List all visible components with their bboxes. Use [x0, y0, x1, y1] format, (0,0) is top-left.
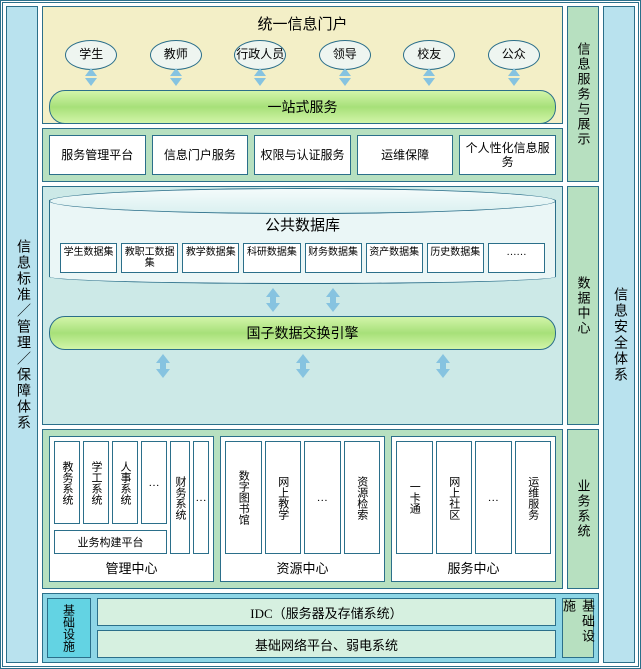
- mgmt-sys: 人事系统: [112, 441, 138, 524]
- rlabel-data-center: 数据中心: [567, 186, 599, 425]
- mgmt-sys: 学工系统: [83, 441, 109, 524]
- data-center-panel: 公共数据库 学生数据集 教职工数据集 教学数据集 科研数据集 财务数据集 资产数…: [42, 186, 563, 425]
- infra-panel: 基础设施 IDC（服务器及存储系统） 基础网络平台、弱电系统 基础设施: [42, 593, 599, 663]
- exchange-engine-bar: 国子数据交换引擎: [49, 316, 556, 350]
- portal-title: 统一信息门户: [49, 13, 556, 34]
- architecture-diagram: 信息标准／管理／保障体系 统一信息门户 学生 教师 行政人员 领导 校友 公众: [0, 0, 641, 669]
- svc-item: 运维服务: [515, 441, 552, 554]
- updown-arrow-icon: [251, 68, 269, 86]
- infra-side-left: 基础设施: [47, 598, 91, 658]
- portal-roles: 学生 教师 行政人员 领导 校友 公众: [49, 40, 556, 86]
- biz-platform: 业务构建平台: [54, 530, 167, 554]
- dataset-box: 财务数据集: [305, 243, 362, 273]
- dataset-box: ……: [488, 243, 545, 273]
- bidir-arrow-icon: [433, 354, 453, 378]
- bidir-arrow-icon: [263, 288, 283, 312]
- res-item: 网上教学: [265, 441, 302, 554]
- bidir-arrow-icon: [293, 354, 313, 378]
- rlabel-info-service: 信息服务与展示: [567, 6, 599, 182]
- svc-box-5: 个人性化信息服务: [459, 135, 556, 175]
- resource-center-label: 资源中心: [225, 558, 380, 577]
- updown-arrow-icon: [505, 68, 523, 86]
- mgmt-sys: 教务系统: [54, 441, 80, 524]
- dataset-box: 教学数据集: [182, 243, 239, 273]
- role-admin: 行政人员: [234, 40, 286, 70]
- res-item: 资源检索: [344, 441, 381, 554]
- portal-panel: 统一信息门户 学生 教师 行政人员 领导 校友 公众 一站式服务: [42, 6, 563, 124]
- public-database-cylinder: 公共数据库 学生数据集 教职工数据集 教学数据集 科研数据集 财务数据集 资产数…: [49, 193, 556, 284]
- right-label-column: 信息服务与展示 数据中心 业务系统: [567, 6, 599, 589]
- arrows-row: [49, 354, 556, 378]
- one-stop-service-bar: 一站式服务: [49, 90, 556, 124]
- svc-box-2: 信息门户服务: [152, 135, 249, 175]
- updown-arrow-icon: [82, 68, 100, 86]
- business-systems-panel: 教务系统 学工系统 人事系统 … 业务构建平台 财务系统 …: [42, 429, 563, 589]
- dataset-box: 历史数据集: [427, 243, 484, 273]
- res-item: 数字图书馆: [225, 441, 262, 554]
- bidir-arrow-icon: [153, 354, 173, 378]
- db-title: 公共数据库: [60, 214, 545, 235]
- infra-idc: IDC（服务器及存储系统）: [97, 598, 556, 626]
- mgmt-side-sys: 财务系统: [170, 441, 190, 554]
- svc-item: 一卡通: [396, 441, 433, 554]
- updown-arrow-icon: [167, 68, 185, 86]
- dataset-box: 科研数据集: [243, 243, 300, 273]
- svc-item: 网上社区: [436, 441, 473, 554]
- mgmt-center-label: 管理中心: [54, 558, 209, 577]
- service-row-panel: 服务管理平台 信息门户服务 权限与认证服务 运维保障 个人性化信息服务: [42, 128, 563, 182]
- svc-box-1: 服务管理平台: [49, 135, 146, 175]
- updown-arrow-icon: [336, 68, 354, 86]
- updown-arrow-icon: [420, 68, 438, 86]
- bidir-arrow-icon: [323, 288, 343, 312]
- rlabel-infra: 基础设施: [562, 598, 594, 658]
- rlabel-biz-sys: 业务系统: [567, 429, 599, 589]
- mgmt-side-sys: …: [193, 441, 209, 554]
- arrows-row: [49, 288, 556, 312]
- mgmt-center: 教务系统 学工系统 人事系统 … 业务构建平台 财务系统 …: [49, 436, 214, 582]
- role-teacher: 教师: [150, 40, 202, 70]
- role-student: 学生: [65, 40, 117, 70]
- role-leader: 领导: [319, 40, 371, 70]
- service-center: 一卡通 网上社区 … 运维服务 服务中心: [391, 436, 556, 582]
- right-sidebar: 信息安全体系: [603, 6, 635, 663]
- role-alumni: 校友: [403, 40, 455, 70]
- role-public: 公众: [488, 40, 540, 70]
- svc-item: …: [475, 441, 512, 554]
- left-sidebar: 信息标准／管理／保障体系: [6, 6, 38, 663]
- dataset-box: 资产数据集: [366, 243, 423, 273]
- svc-box-3: 权限与认证服务: [254, 135, 351, 175]
- svc-box-4: 运维保障: [357, 135, 454, 175]
- dataset-box: 教职工数据集: [121, 243, 178, 273]
- res-item: …: [304, 441, 341, 554]
- infra-network: 基础网络平台、弱电系统: [97, 630, 556, 658]
- dataset-box: 学生数据集: [60, 243, 117, 273]
- service-center-label: 服务中心: [396, 558, 551, 577]
- mgmt-sys: …: [141, 441, 167, 524]
- resource-center: 数字图书馆 网上教学 … 资源检索 资源中心: [220, 436, 385, 582]
